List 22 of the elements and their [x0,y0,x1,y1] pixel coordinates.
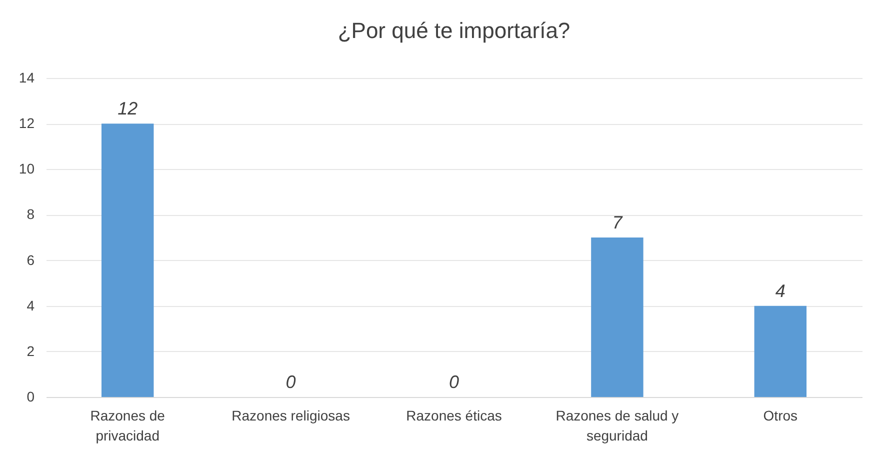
data-label: 4 [775,280,786,301]
x-tick-label: Razones religiosas [232,408,350,424]
y-tick-label: 2 [26,342,35,359]
x-tick-label: Razones de privacidad [90,408,166,444]
data-label: 12 [118,98,138,119]
bar [754,306,807,397]
data-label: 7 [612,212,624,232]
bar [101,124,154,397]
y-tick-label: 10 [18,160,35,177]
x-tick-label: Razones de salud y seguridad [556,408,679,444]
y-tick-label: 14 [18,70,35,86]
y-tick-label: 12 [18,115,35,132]
y-tick-label: 0 [26,388,35,404]
bar [591,238,644,397]
data-label: 0 [448,372,460,392]
y-tick-label: 6 [26,252,35,268]
x-tick-label: Otros [763,408,798,424]
chart-title: ¿Por qué te importaría? [338,18,570,43]
data-label: 0 [286,372,296,392]
y-tick-label: 8 [26,206,35,222]
y-tick-label: 4 [26,297,35,314]
x-tick-label: Razones éticas [406,408,502,424]
